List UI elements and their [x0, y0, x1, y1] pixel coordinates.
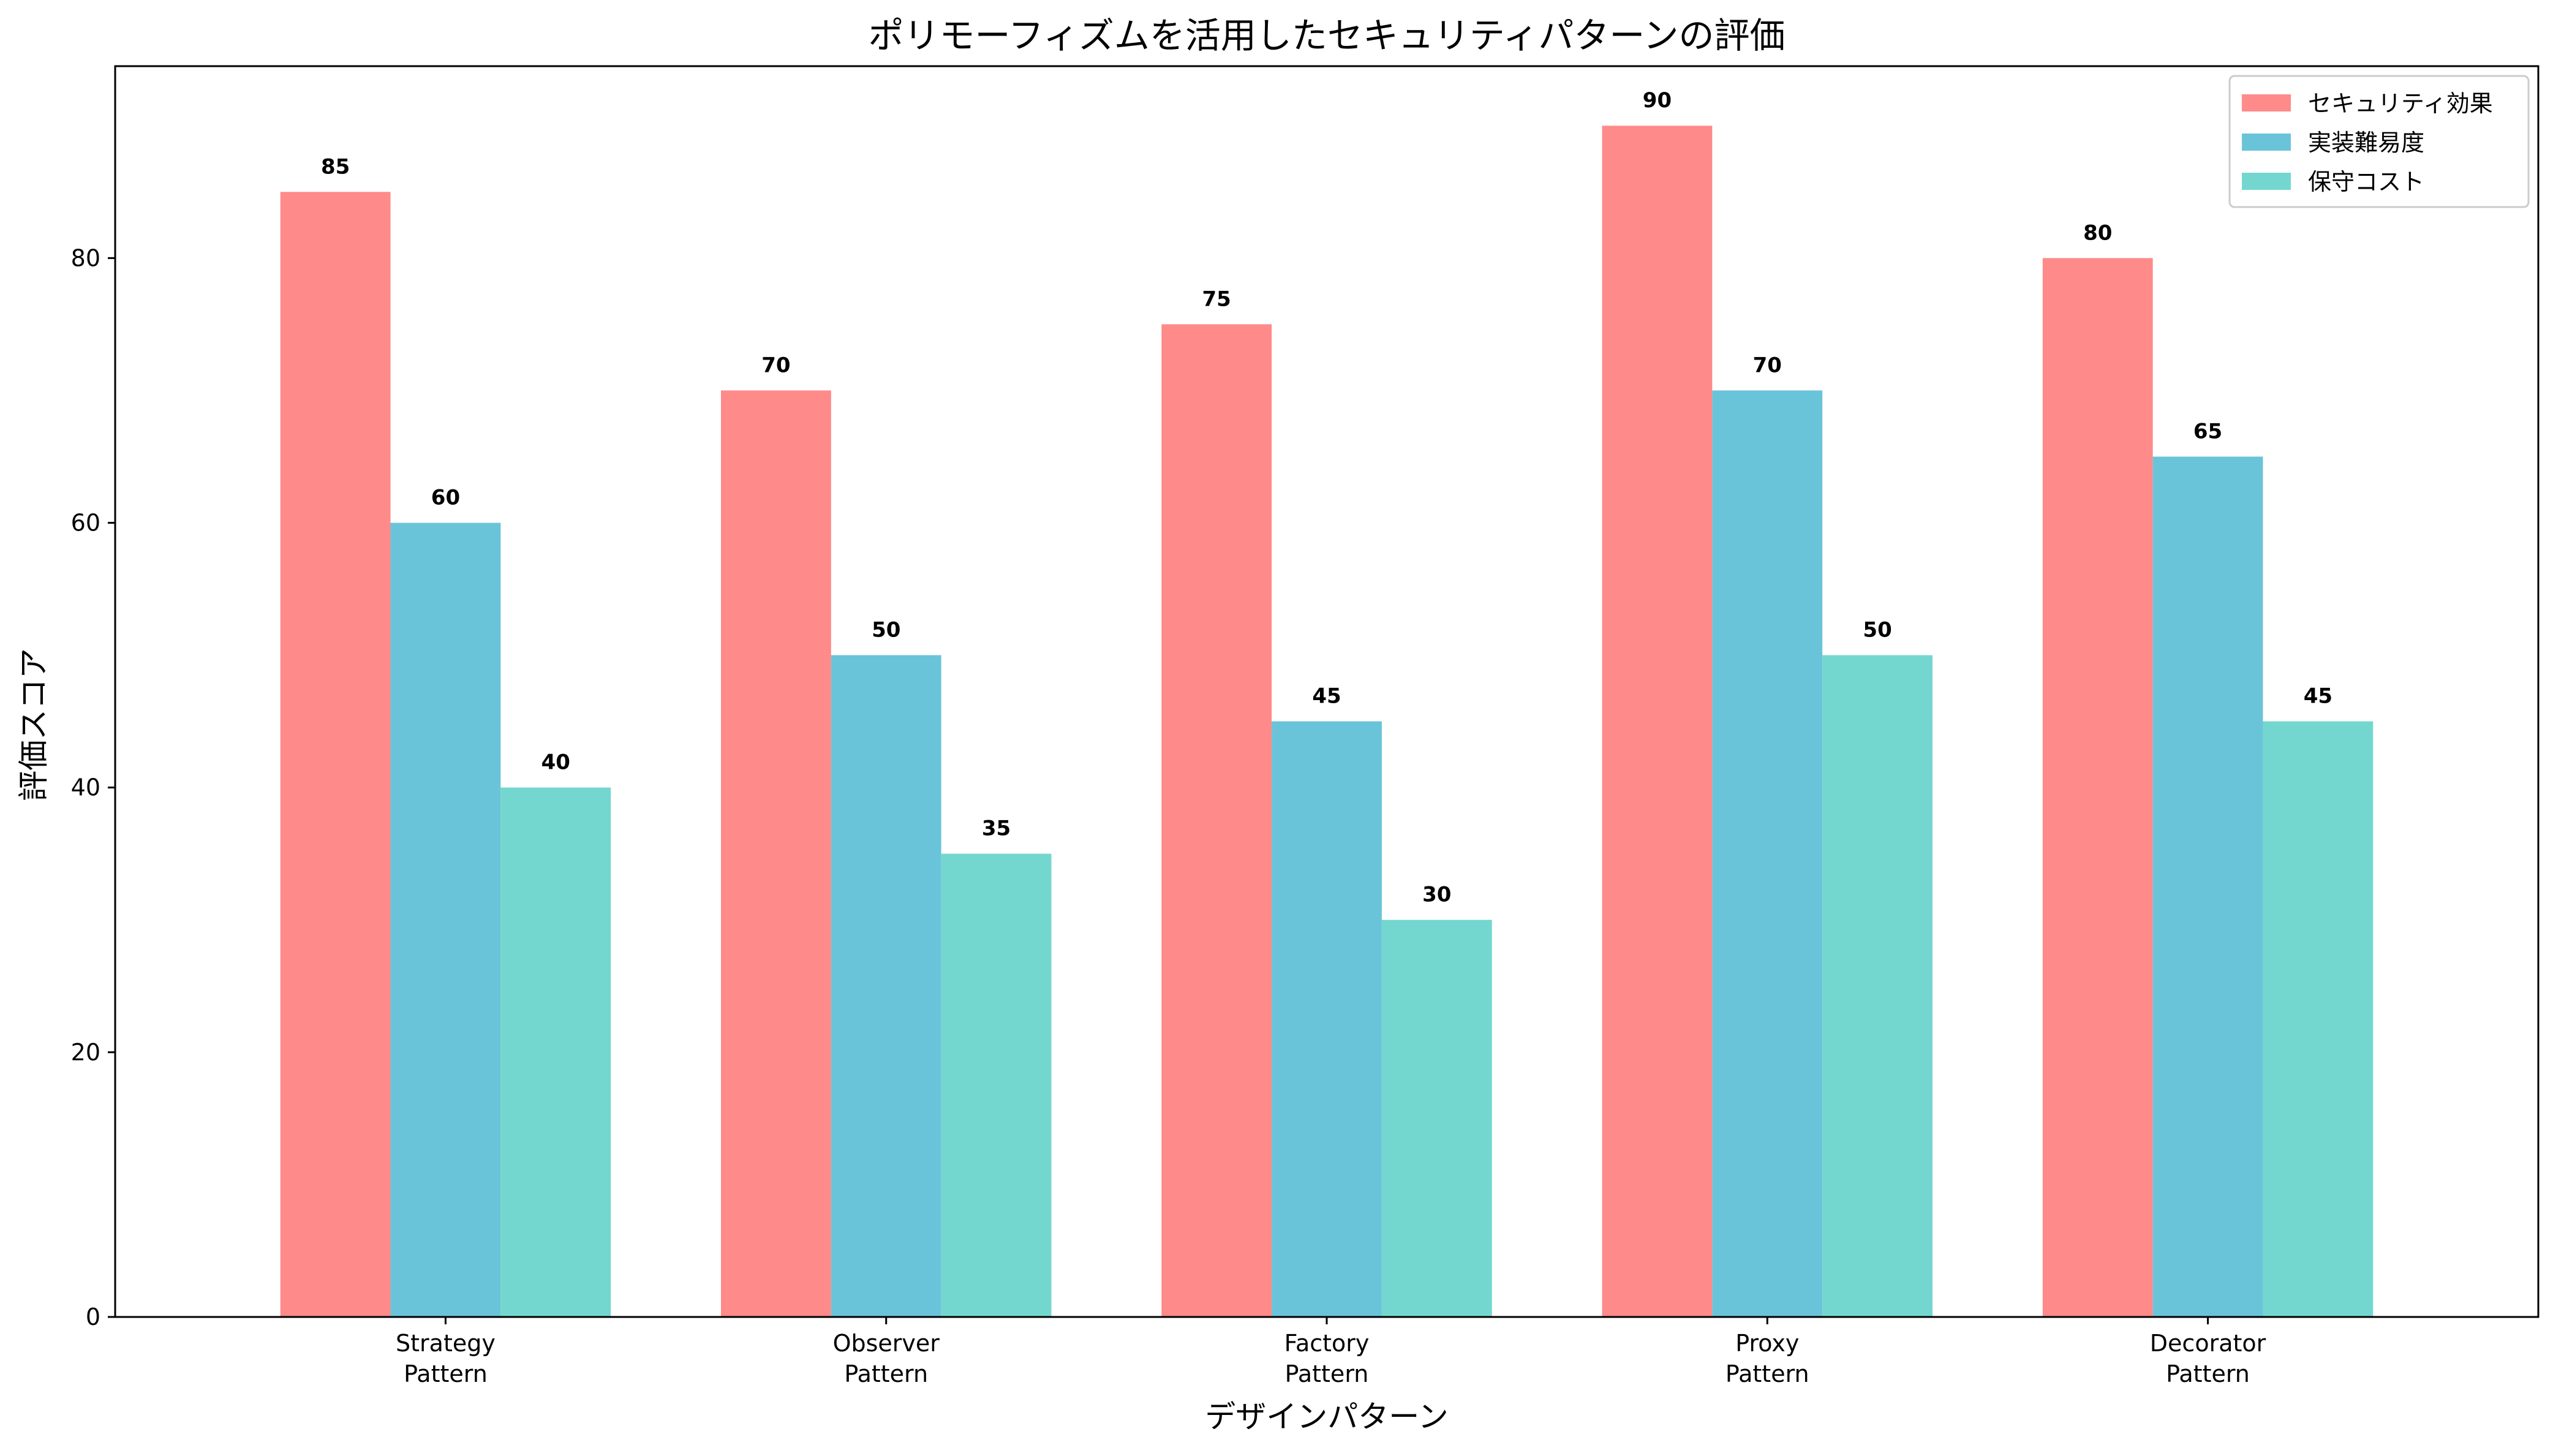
bar: [1712, 390, 1823, 1317]
data-label: 85: [321, 154, 350, 179]
y-tick-label: 80: [71, 244, 100, 271]
x-tick-label: Factory: [1284, 1330, 1370, 1357]
legend-box: [2228, 75, 2530, 208]
bar: [721, 390, 831, 1317]
data-label: 70: [1753, 353, 1782, 377]
legend-label: 実装難易度: [2308, 129, 2424, 156]
y-tick-label: 20: [71, 1039, 100, 1066]
data-label: 60: [431, 485, 460, 510]
bar: [2152, 456, 2263, 1317]
y-tick-label: 0: [86, 1303, 100, 1330]
y-tick-label: 60: [71, 509, 100, 536]
data-label: 80: [2083, 221, 2112, 245]
data-label: 90: [1643, 88, 1672, 113]
bar: [1272, 721, 1382, 1317]
x-tick-label: Strategy: [396, 1330, 496, 1357]
bar: [1602, 126, 1713, 1318]
x-tick-label: Decorator: [2150, 1330, 2266, 1357]
bar: [390, 522, 501, 1317]
x-tick-label: Pattern: [1725, 1360, 1809, 1387]
y-axis-label: 評価スコア: [16, 648, 51, 801]
bar: [1381, 919, 1492, 1317]
legend-swatch: [2242, 94, 2291, 111]
data-label: 35: [982, 817, 1011, 841]
bar: [500, 787, 611, 1317]
data-label: 30: [1422, 883, 1451, 907]
y-tick-label: 40: [71, 774, 100, 801]
chart-title: ポリモーフィズムを活用したセキュリティパターンの評価: [869, 15, 1786, 56]
bar: [1822, 655, 1933, 1317]
y-axis-ticks: 0 20 40 60 80: [71, 244, 115, 1330]
data-label: 65: [2193, 419, 2222, 443]
x-axis-label: デザインパターン: [1205, 1399, 1449, 1435]
bar: [280, 192, 391, 1318]
bar: [2263, 721, 2374, 1317]
data-label: 70: [761, 353, 790, 377]
data-label: 45: [1312, 684, 1341, 709]
data-label: 75: [1202, 287, 1231, 311]
data-label: 50: [1863, 618, 1891, 643]
bar: [941, 853, 1052, 1317]
x-axis-ticks: Strategy Pattern Observer Pattern Factory Pat…: [396, 1317, 2266, 1387]
legend-swatch: [2242, 173, 2291, 190]
x-tick-label: Pattern: [404, 1360, 488, 1387]
legend-label: 保守コスト: [2308, 168, 2424, 195]
x-tick-label: Pattern: [1285, 1360, 1369, 1387]
legend-swatch: [2242, 134, 2291, 151]
x-tick-label: Pattern: [2166, 1360, 2250, 1387]
data-label: 40: [541, 750, 570, 775]
x-tick-label: Proxy: [1735, 1330, 1799, 1357]
bar: [2042, 258, 2153, 1317]
bar: [831, 655, 941, 1317]
data-label: 45: [2304, 684, 2332, 709]
data-label: 50: [872, 618, 900, 643]
x-tick-label: Pattern: [844, 1360, 928, 1387]
legend-label: セキュリティ効果: [2308, 90, 2493, 117]
plot-area: 85 70 75 90 80 60 50 45 70 65 40 35 30 50 45: [280, 88, 2374, 1318]
plot-frame: [114, 65, 2540, 1318]
bar: [1161, 324, 1272, 1318]
x-tick-label: Observer: [833, 1330, 940, 1357]
